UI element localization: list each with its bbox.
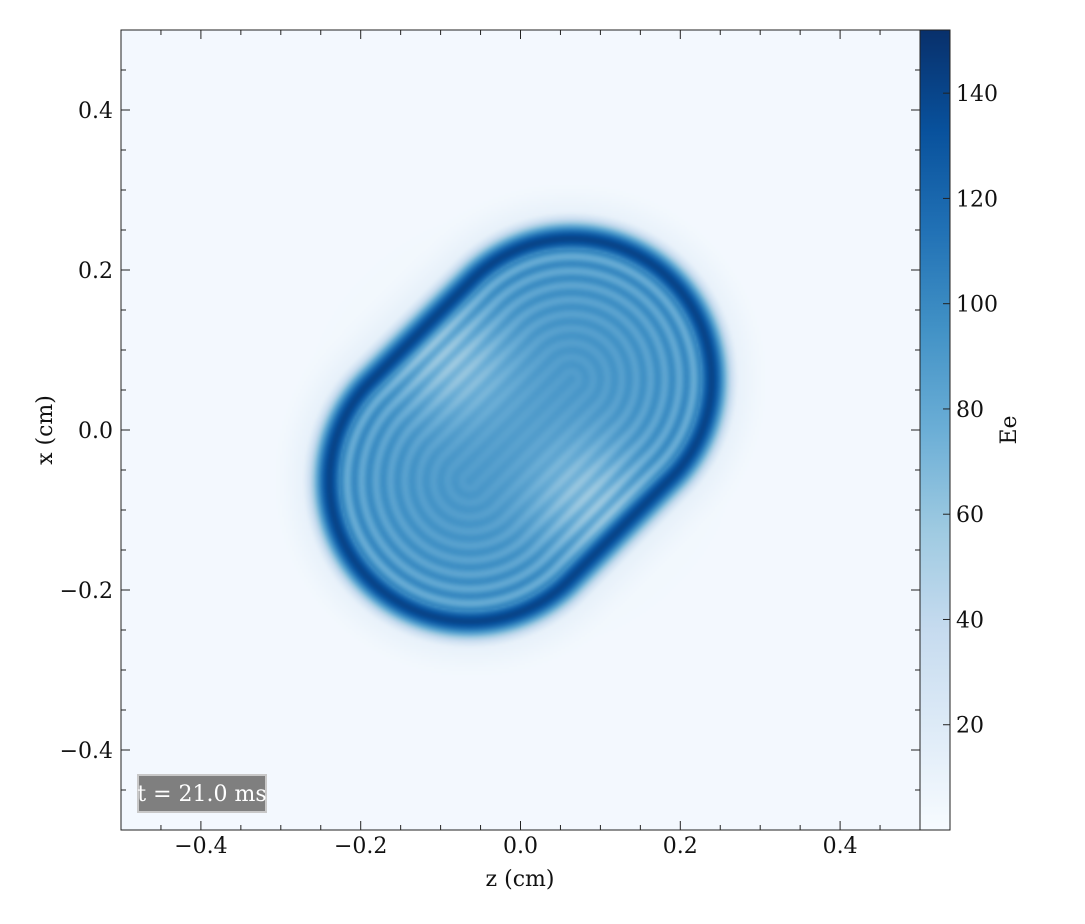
time-annotation: t = 21.0 ms xyxy=(137,774,267,813)
colorbar: 20 40 60 80 100 120 140 Ee xyxy=(919,29,1022,831)
y-tick-label: −0.2 xyxy=(60,579,113,604)
colorbar-ramp xyxy=(919,29,951,831)
x-tick-label: −0.4 xyxy=(174,834,227,859)
colorbar-tick-label: 140 xyxy=(956,82,998,107)
x-axis-ticks: −0.4 −0.2 0.0 0.2 0.4 xyxy=(120,30,921,859)
colorbar-tick-label: 60 xyxy=(956,503,984,528)
y-tick-label: 0.0 xyxy=(78,419,113,444)
colorbar-label: Ee xyxy=(997,415,1022,444)
y-axis-ticks: −0.4 −0.2 0.0 0.2 0.4 xyxy=(60,29,920,831)
x-axis-label: z (cm) xyxy=(486,867,555,892)
x-tick-label: −0.2 xyxy=(334,834,387,859)
colorbar-tick-label: 20 xyxy=(956,714,984,739)
y-tick-label: 0.2 xyxy=(78,259,113,284)
colorbar-tick-label: 120 xyxy=(956,187,998,212)
colorbar-tick-label: 80 xyxy=(956,398,984,423)
x-tick-label: 0.2 xyxy=(663,834,698,859)
y-tick-label: 0.4 xyxy=(78,99,113,124)
colorbar-tick-label: 100 xyxy=(956,293,998,318)
y-axis-label: x (cm) xyxy=(33,395,58,465)
colorbar-tick-label: 40 xyxy=(956,608,984,633)
x-tick-label: 0.0 xyxy=(503,834,538,859)
colorbar-ticks: 20 40 60 80 100 120 140 xyxy=(943,82,998,739)
x-tick-label: 0.4 xyxy=(823,834,858,859)
time-annotation-text: t = 21.0 ms xyxy=(137,782,266,807)
y-tick-label: −0.4 xyxy=(60,739,113,764)
time-annotation-box xyxy=(137,774,267,813)
heatmap-image xyxy=(121,30,920,830)
plot-area xyxy=(120,29,921,831)
